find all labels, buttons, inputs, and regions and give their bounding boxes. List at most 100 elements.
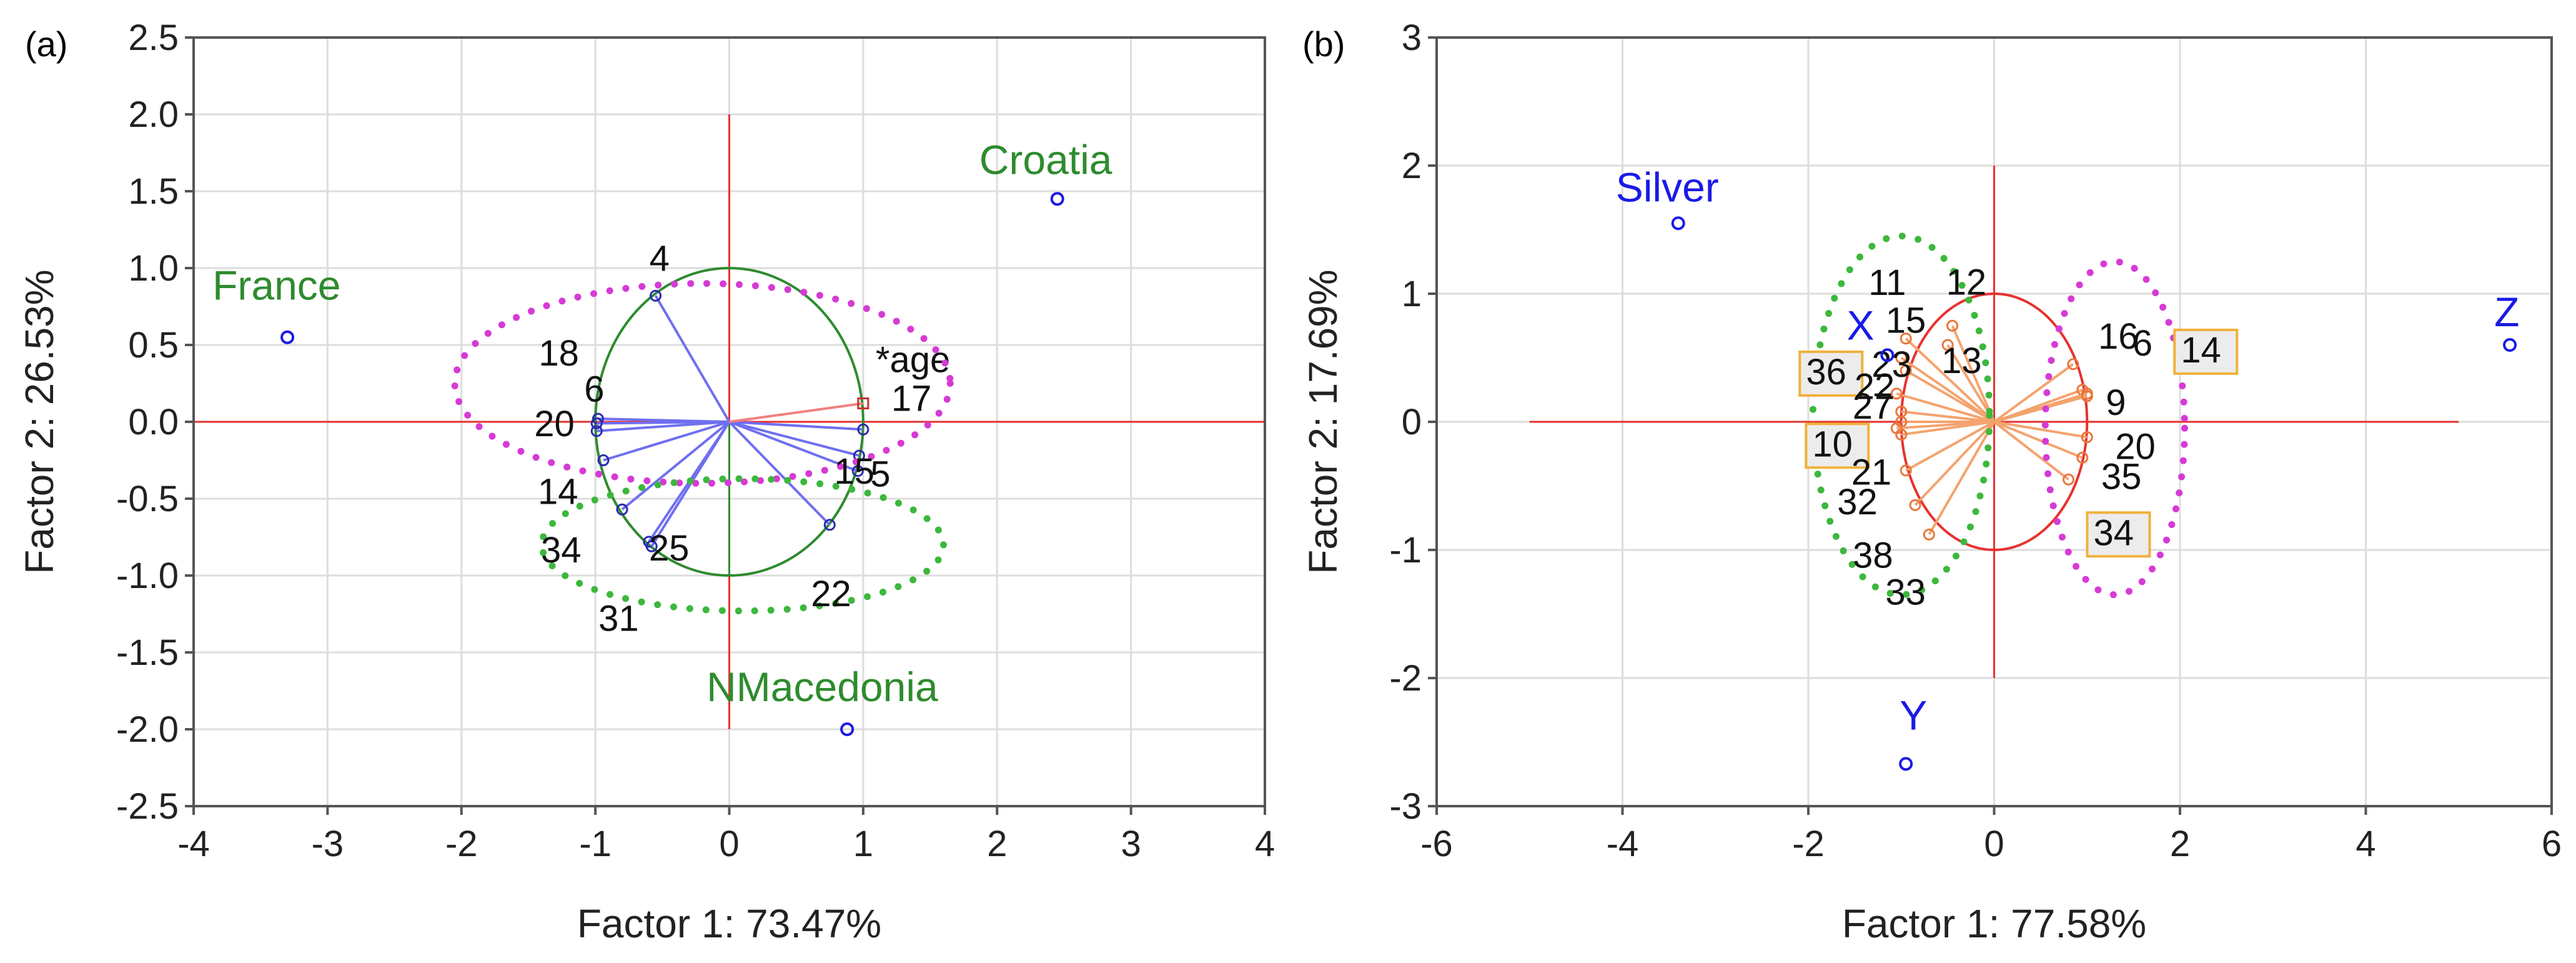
variable-vector [1993,421,2069,481]
variable-vector [1900,356,1995,423]
case-label: Silver [1616,164,1719,210]
variable-label: 25 [649,528,690,569]
x-tick-label: 1 [853,824,873,864]
variable-label: 31 [598,598,639,639]
x-tick-label: -3 [312,824,344,864]
case-point [1899,757,1913,771]
variable-vector [1914,421,1995,506]
x-tick-label: 4 [1255,824,1275,864]
variable-label: 32 [1837,482,1878,522]
variable-vector [654,295,731,423]
x-tick-label: 0 [719,824,739,864]
variable-point [1900,332,1912,345]
variable-vector [729,421,863,431]
case-point [1671,216,1685,231]
variable-point [2081,431,2093,444]
variable-point [823,519,836,531]
variable-point [1909,499,1921,511]
group-ellipse-green [538,475,947,615]
variable-vector [1993,421,2083,459]
variable-vector [621,421,730,511]
y-tick-label: -2.5 [116,786,179,827]
x-tick-label: 2 [2170,824,2190,864]
variable-label: 38 [1853,535,1893,576]
variable-label: 20 [534,404,575,444]
variable-point [1900,364,1912,377]
variable-point [597,454,610,466]
variable-label: 17 [891,378,932,419]
variable-label: 14 [2181,330,2221,371]
case-point [2503,338,2517,352]
variable-label: 27 [1853,386,1893,427]
y-tick-label: 2 [1402,146,1422,186]
variable-point [2076,451,2089,464]
variable-point [1895,429,1908,441]
variable-vector [1994,421,2088,439]
variable-point [616,503,628,516]
x-axis-title: Factor 1: 73.47% [577,901,881,946]
variable-vector [1928,421,1996,536]
x-tick-label: 2 [987,824,1007,864]
y-axis-title: Factor 2: 26.53% [17,269,62,574]
y-tick-label: 0.0 [128,402,179,442]
variable-vector [1905,369,1995,423]
variable-label: 11 [1868,262,1906,303]
variable-label: 9 [2106,382,2126,423]
supplementary-label: *age [876,339,950,380]
panel-label: (b) [1302,24,1345,64]
variable-point [2063,473,2074,486]
x-tick-label: -2 [445,824,478,864]
y-tick-label: -2.0 [116,709,179,750]
supplementary-vector [729,402,864,423]
x-tick-label: 6 [2542,824,2562,864]
variable-vector [597,421,730,425]
variable-label: 20 [2115,427,2156,467]
variable-label: 22 [811,574,851,614]
y-tick-label: 0 [1402,402,1422,442]
case-label: Y [1900,692,1927,738]
variable-point [2067,358,2079,371]
variable-vector [1905,337,1995,423]
variable-label: 15 [834,451,874,492]
variable-vector [597,421,730,432]
variable-point [1941,339,1954,351]
variable-point [645,540,658,552]
y-tick-label: 1.0 [128,248,179,289]
label-highlight-box [2086,511,2151,558]
case-point [1880,348,1895,362]
variable-point [1895,352,1908,364]
variable-label: 5 [870,454,890,495]
variable-vector [728,421,831,526]
y-tick-label: -2 [1389,658,1422,699]
x-tick-label: -1 [579,824,612,864]
variable-vector [1896,392,1995,423]
y-tick-label: 1.5 [128,171,179,212]
y-tick-label: -1.5 [116,632,179,673]
variable-vector [1951,325,1996,422]
case-point [280,330,295,344]
y-tick-label: 1 [1402,274,1422,314]
group-ellipse-magenta [2041,258,2188,599]
variable-label: 10 [1812,424,1853,464]
y-tick-label: -1 [1389,530,1422,571]
variable-point [2081,390,2093,402]
variable-point [590,425,603,437]
variable-vector [1993,395,2088,423]
variable-label: 33 [1885,572,1926,612]
variable-vector [1901,421,1994,436]
case-label: Croatia [979,136,1112,182]
variable-label: 36 [1806,352,1846,392]
variable-label: 14 [538,472,578,512]
variable-label: 13 [1941,341,1982,381]
y-axis-title: Factor 2: 17.69% [1300,269,1345,574]
variable-point [1923,528,1935,541]
variable-label: 15 [1886,301,1926,341]
variable-point [857,423,869,436]
variable-label: 18 [538,333,579,374]
variable-point [1890,387,1903,400]
x-axis-title: Factor 1: 77.58% [1842,901,2146,946]
case-label: NMacedonia [706,664,938,710]
y-tick-label: -0.5 [116,479,179,519]
variable-point [1900,464,1912,477]
